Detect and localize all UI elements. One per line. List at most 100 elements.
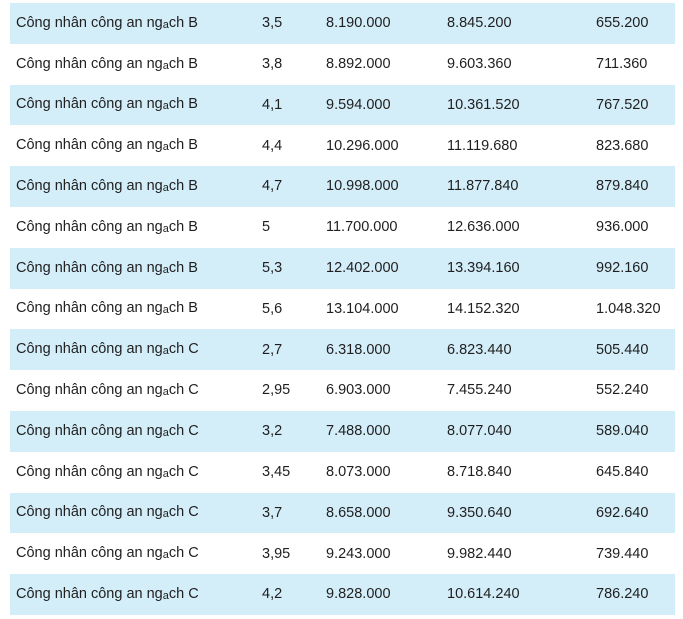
cell-base-salary: 13.104.000 xyxy=(326,300,399,317)
position-name-subscript: a xyxy=(162,386,169,399)
cell-base-salary: 10.296.000 xyxy=(326,137,399,154)
cell-coefficient: 2,95 xyxy=(262,382,291,399)
position-name-text: Công nhân công an ng xyxy=(16,178,163,195)
cell-increase: 692.640 xyxy=(596,504,649,521)
cell-position-name: Công nhân công an ngach C xyxy=(10,424,262,439)
cell-increase: 992.160 xyxy=(596,259,649,276)
cell-new-salary: 6.823.440 xyxy=(447,341,512,358)
table-row: Công nhân công an ngach B 4,1 9.594.000 10.… xyxy=(10,84,675,126)
position-name-grade: ch C xyxy=(168,422,199,439)
table-row: Công nhân công an ngach C 4,2 9.828.000 10.… xyxy=(10,574,675,615)
position-name-subscript: a xyxy=(162,426,169,439)
position-name-subscript: a xyxy=(162,590,169,603)
cell-coefficient: 5 xyxy=(262,219,271,236)
cell-base-salary: 8.658.000 xyxy=(326,504,391,521)
position-name-grade: ch C xyxy=(168,341,199,358)
position-name-grade: ch C xyxy=(168,463,199,480)
position-name-subscript: a xyxy=(162,182,169,195)
cell-new-salary: 8.845.200 xyxy=(447,15,512,32)
position-name-text: Công nhân công an ng xyxy=(16,259,163,276)
position-name-grade: ch B xyxy=(168,55,198,72)
salary-table-container: Công nhân công an ngach B 3,5 8.190.000 8.8… xyxy=(10,3,675,615)
cell-position-name: Công nhân công an ngach C xyxy=(10,505,262,520)
table-row: Công nhân công an ngach C 2,7 6.318.000 6.8… xyxy=(10,329,675,371)
cell-increase: 767.520 xyxy=(596,96,649,113)
cell-position-name: Công nhân công an ngach C xyxy=(10,342,262,357)
table-row: Công nhân công an ngach B 5,6 13.104.000 14… xyxy=(10,288,675,330)
position-name-grade: ch B xyxy=(168,218,198,235)
position-name-subscript: a xyxy=(162,467,169,480)
cell-new-salary: 12.636.000 xyxy=(447,219,520,236)
cell-position-name: Công nhân công an ngach B xyxy=(10,301,262,316)
position-name-grade: ch B xyxy=(168,96,198,113)
cell-new-salary: 10.361.520 xyxy=(447,96,520,113)
cell-increase: 879.840 xyxy=(596,178,649,195)
cell-new-salary: 9.350.640 xyxy=(447,504,512,521)
position-name-grade: ch C xyxy=(168,545,199,562)
table-row: Công nhân công an ngach C 3,95 9.243.000 9.… xyxy=(10,533,675,575)
table-row: Công nhân công an ngach B 4,4 10.296.000 11… xyxy=(10,125,675,167)
position-name-subscript: a xyxy=(162,508,169,521)
table-row: Công nhân công an ngach B 3,5 8.190.000 8.8… xyxy=(10,3,675,44)
cell-position-name: Công nhân công an ngach B xyxy=(10,220,262,235)
cell-new-salary: 13.394.160 xyxy=(447,259,520,276)
cell-increase: 823.680 xyxy=(596,137,649,154)
cell-coefficient: 2,7 xyxy=(262,341,283,358)
cell-coefficient: 3,7 xyxy=(262,504,283,521)
position-name-grade: ch B xyxy=(168,137,198,154)
table-row: Công nhân công an ngach B 5,3 12.402.000 13… xyxy=(10,247,675,289)
cell-coefficient: 5,6 xyxy=(262,300,283,317)
cell-coefficient: 4,7 xyxy=(262,178,283,195)
position-name-subscript: a xyxy=(162,141,169,154)
position-name-subscript: a xyxy=(162,18,169,31)
salary-table: Công nhân công an ngach B 3,5 8.190.000 8.8… xyxy=(10,3,675,615)
cell-position-name: Công nhân công an ngach B xyxy=(10,259,262,276)
position-name-text: Công nhân công an ng xyxy=(16,218,163,235)
cell-increase: 786.240 xyxy=(596,586,649,603)
cell-new-salary: 9.982.440 xyxy=(447,545,512,562)
cell-base-salary: 12.402.000 xyxy=(326,259,399,276)
cell-base-salary: 8.190.000 xyxy=(326,15,391,32)
cell-increase: 589.040 xyxy=(596,423,649,440)
position-name-subscript: a xyxy=(162,549,169,562)
cell-position-name: Công nhân công an ngach C xyxy=(10,587,262,602)
cell-base-salary: 6.903.000 xyxy=(326,382,391,399)
cell-increase: 711.360 xyxy=(596,55,648,72)
position-name-text: Công nhân công an ng xyxy=(16,96,163,113)
position-name-subscript: a xyxy=(162,59,169,72)
position-name-text: Công nhân công an ng xyxy=(16,137,163,154)
cell-increase: 936.000 xyxy=(596,219,649,236)
table-row: Công nhân công an ngach C 3,45 8.073.000 8.… xyxy=(10,451,675,493)
cell-coefficient: 3,2 xyxy=(262,423,283,440)
position-name-text: Công nhân công an ng xyxy=(16,422,163,439)
position-name-grade: ch B xyxy=(168,14,198,31)
position-name-subscript: a xyxy=(162,100,169,113)
cell-increase: 645.840 xyxy=(596,463,649,480)
cell-new-salary: 7.455.240 xyxy=(447,382,512,399)
table-row: Công nhân công an ngach B 5 11.700.000 12.6… xyxy=(10,206,675,248)
table-row: Công nhân công an ngach C 3,2 7.488.000 8.0… xyxy=(10,410,675,452)
cell-coefficient: 3,45 xyxy=(262,463,291,480)
cell-new-salary: 9.603.360 xyxy=(447,55,512,72)
position-name-text: Công nhân công an ng xyxy=(16,382,163,399)
position-name-text: Công nhân công an ng xyxy=(16,14,163,31)
cell-coefficient: 4,2 xyxy=(262,586,283,603)
position-name-grade: ch C xyxy=(168,504,199,521)
cell-position-name: Công nhân công an ngach B xyxy=(10,97,262,112)
table-row: Công nhân công an ngach B 3,8 8.892.000 9.6… xyxy=(10,43,675,85)
table-row: Công nhân công an ngach C 2,95 6.903.000 7.… xyxy=(10,370,675,411)
cell-base-salary: 6.318.000 xyxy=(326,341,391,358)
cell-new-salary: 8.718.840 xyxy=(447,463,512,480)
position-name-text: Công nhân công an ng xyxy=(16,545,163,562)
position-name-grade: ch C xyxy=(168,586,199,603)
cell-coefficient: 3,8 xyxy=(262,55,283,72)
cell-increase: 552.240 xyxy=(596,382,649,399)
cell-position-name: Công nhân công an ngach B xyxy=(10,138,262,153)
cell-coefficient: 5,3 xyxy=(262,259,283,276)
position-name-text: Công nhân công an ng xyxy=(16,586,163,603)
position-name-text: Công nhân công an ng xyxy=(16,55,163,72)
cell-position-name: Công nhân công an ngach B xyxy=(10,16,262,31)
position-name-subscript: a xyxy=(162,222,169,235)
cell-increase: 655.200 xyxy=(596,15,649,32)
cell-base-salary: 10.998.000 xyxy=(326,178,399,195)
